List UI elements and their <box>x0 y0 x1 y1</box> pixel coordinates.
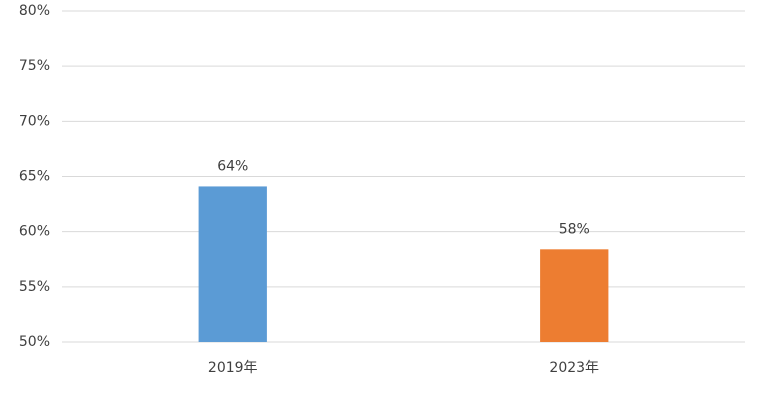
y-tick-label: 65% <box>19 169 50 185</box>
y-tick-label: 80% <box>19 3 50 19</box>
x-tick-label: 2023年 <box>549 360 599 376</box>
x-tick-label: 2019年 <box>208 360 258 376</box>
value-label: 64% <box>217 158 248 174</box>
value-label: 58% <box>559 221 590 237</box>
bar <box>198 186 267 342</box>
bar <box>540 249 609 342</box>
y-tick-label: 70% <box>19 113 50 129</box>
y-tick-label: 75% <box>19 58 50 74</box>
y-tick-label: 55% <box>19 279 50 295</box>
y-tick-label: 50% <box>19 334 50 350</box>
y-tick-label: 60% <box>19 224 50 240</box>
